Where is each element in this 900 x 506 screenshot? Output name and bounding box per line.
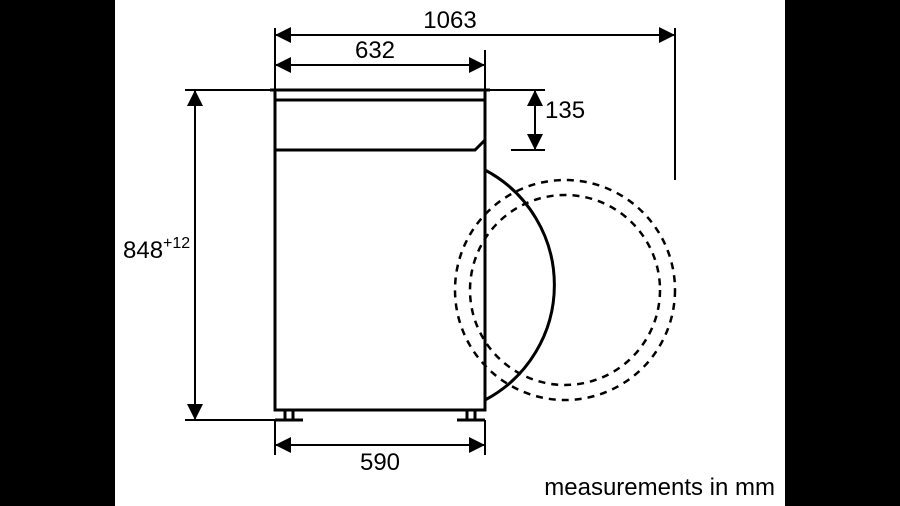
label-width-bottom: 590: [360, 449, 400, 476]
drawing-canvas: 1063 632 135 590 848+12 measurements in …: [115, 0, 785, 506]
appliance-body: [270, 90, 554, 420]
label-door-offset: 135: [545, 97, 585, 124]
extension-lines: [185, 28, 675, 455]
label-depth-closed: 632: [355, 37, 395, 64]
dimension-labels: 1063 632 135 590 848+12: [123, 7, 585, 476]
drawing-svg: 1063 632 135 590 848+12 measurements in …: [115, 0, 785, 506]
dimension-lines: [195, 35, 675, 445]
label-depth-open: 1063: [423, 7, 476, 34]
caption-text: measurements in mm: [544, 474, 775, 501]
label-height-main: 848+12: [123, 235, 190, 264]
door-open-circles: [455, 180, 675, 400]
